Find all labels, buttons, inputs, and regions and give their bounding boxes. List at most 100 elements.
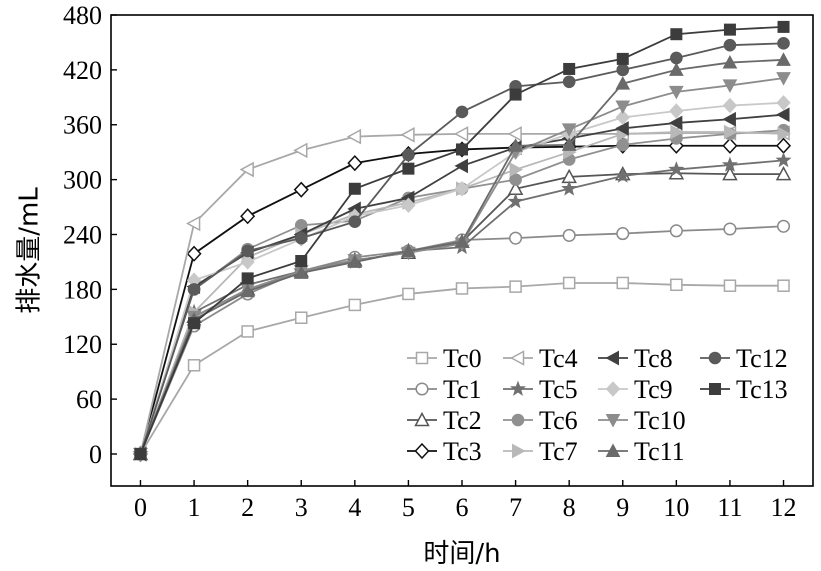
- data-point-tc12: [562, 75, 576, 89]
- legend-marker-tc0: [415, 351, 429, 365]
- y-tick-label: 360: [63, 111, 102, 140]
- data-point-tc4: [239, 161, 254, 178]
- legend-item-tc10: Tc10: [598, 406, 686, 435]
- legend-label-tc13: Tc13: [736, 375, 788, 404]
- data-point-tc4: [185, 215, 201, 232]
- legend-marker-tc9: [605, 381, 621, 397]
- data-point-tc11: [776, 52, 791, 66]
- data-point-tc0: [509, 280, 522, 293]
- data-point-tc3: [776, 137, 792, 154]
- data-point-tc13: [509, 88, 522, 101]
- data-point-tc13: [402, 162, 415, 175]
- legend-marker-tc7: [512, 443, 526, 459]
- legend-label-tc5: Tc5: [539, 375, 578, 404]
- data-point-tc1: [723, 222, 737, 236]
- data-point-tc10: [776, 72, 791, 86]
- data-point-tc9: [776, 95, 791, 111]
- data-point-tc13: [670, 28, 683, 41]
- x-tick-label: 0: [134, 493, 147, 522]
- legend-label-tc0: Tc0: [443, 344, 482, 373]
- legend-item-tc6: Tc6: [503, 406, 578, 435]
- data-point-tc13: [241, 272, 254, 285]
- data-point-tc13: [616, 52, 629, 65]
- data-point-tc2: [775, 166, 792, 181]
- legend-item-tc0: Tc0: [407, 344, 482, 373]
- data-point-tc4: [346, 128, 362, 145]
- data-point-tc0: [294, 311, 308, 324]
- data-point-tc9: [240, 254, 255, 270]
- data-point-tc6: [616, 138, 630, 152]
- data-point-tc12: [241, 244, 254, 258]
- data-point-tc12: [777, 37, 790, 50]
- data-point-tc4: [507, 126, 522, 142]
- legend-marker-tc1: [415, 382, 429, 396]
- data-point-tc10: [722, 79, 738, 93]
- legend-marker-tc8: [605, 350, 619, 366]
- data-point-tc3: [722, 137, 738, 154]
- legend-marker-tc3: [414, 442, 430, 460]
- x-axis-title: 时间/h: [423, 539, 500, 569]
- legend-marker-tc2: [414, 411, 430, 427]
- data-point-tc12: [670, 51, 683, 65]
- legend-marker-tc5: [509, 380, 527, 396]
- data-point-tc11: [561, 137, 577, 151]
- x-tick-label: 9: [616, 493, 629, 522]
- data-point-tc8: [454, 158, 468, 174]
- y-tick-label: 180: [63, 275, 102, 304]
- data-point-tc13: [295, 255, 308, 268]
- data-point-tc1: [776, 219, 791, 233]
- data-point-tc5: [561, 180, 578, 196]
- y-tick-label: 420: [63, 56, 102, 85]
- y-tick-label: 120: [63, 330, 102, 359]
- data-point-tc1: [616, 227, 630, 241]
- legend-marker-tc12: [708, 351, 722, 365]
- data-point-tc5: [775, 151, 792, 168]
- legend-item-tc13: Tc13: [700, 375, 788, 404]
- y-tick-label: 0: [89, 440, 102, 469]
- legend-item-tc1: Tc1: [407, 375, 482, 404]
- x-tick-label: 2: [241, 493, 254, 522]
- legend-label-tc9: Tc9: [634, 375, 673, 404]
- data-point-tc13: [188, 317, 201, 330]
- data-point-tc0: [723, 279, 737, 292]
- y-tick-label: 60: [76, 385, 102, 414]
- data-point-tc8: [615, 121, 629, 136]
- data-point-tc0: [187, 359, 201, 372]
- data-point-tc13: [134, 447, 147, 460]
- legend-marker-tc11: [605, 443, 621, 457]
- data-point-tc7: [777, 126, 792, 142]
- data-point-tc1: [669, 224, 683, 238]
- data-point-tc7: [670, 124, 684, 140]
- legend-item-tc5: Tc5: [503, 375, 578, 404]
- x-tick-label: 12: [771, 493, 797, 522]
- legend-item-tc11: Tc11: [598, 437, 685, 466]
- data-point-tc13: [777, 20, 790, 33]
- data-point-tc11: [722, 55, 738, 69]
- legend-marker-tc6: [511, 413, 525, 427]
- data-point-tc10: [561, 123, 577, 137]
- legend-item-tc12: Tc12: [700, 344, 788, 373]
- x-tick-label: 5: [402, 493, 415, 522]
- data-point-tc12: [187, 283, 201, 296]
- legend-item-tc4: Tc4: [503, 344, 578, 373]
- data-point-tc3: [293, 181, 309, 198]
- data-point-tc3: [240, 208, 256, 225]
- data-point-tc12: [455, 105, 469, 119]
- data-point-tc9: [454, 181, 470, 197]
- legend-label-tc6: Tc6: [539, 406, 578, 435]
- data-point-tc11: [615, 76, 631, 90]
- data-point-tc12: [616, 63, 630, 77]
- data-point-tc11: [401, 243, 416, 257]
- legend-label-tc7: Tc7: [539, 437, 578, 466]
- data-point-tc3: [347, 155, 363, 172]
- data-point-tc11: [293, 265, 309, 279]
- data-point-tc5: [668, 161, 685, 177]
- data-point-tc5: [507, 193, 524, 209]
- legend-label-tc11: Tc11: [634, 437, 685, 466]
- data-point-tc0: [241, 325, 254, 338]
- data-point-tc10: [669, 85, 684, 100]
- legend-item-tc8: Tc8: [598, 344, 673, 373]
- data-point-tc2: [722, 166, 738, 181]
- y-axis-title: 排水量/mL: [15, 187, 45, 314]
